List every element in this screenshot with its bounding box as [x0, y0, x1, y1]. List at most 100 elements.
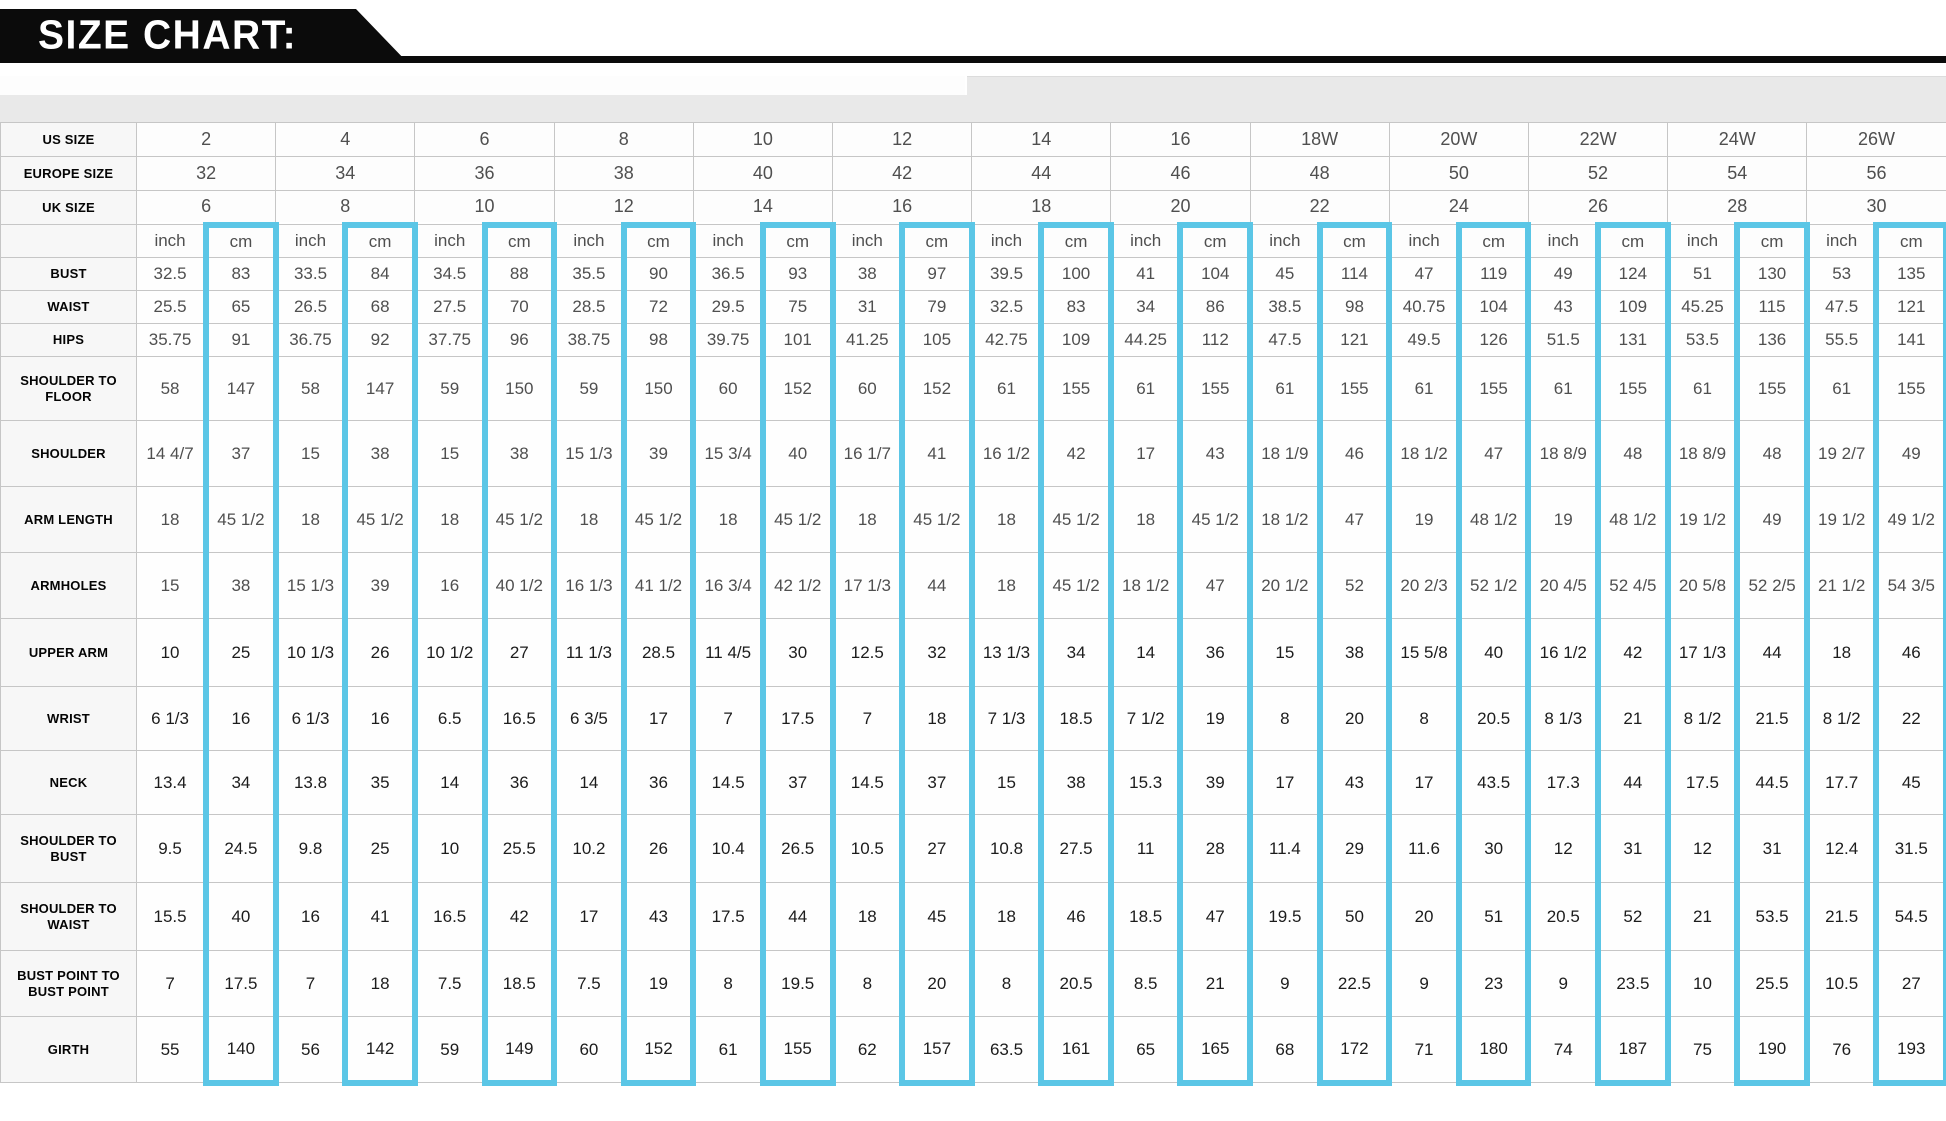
measure-cell-cm: 43.5	[1455, 750, 1532, 815]
measure-cell-inch: 39.5	[971, 257, 1042, 291]
measure-cell-cm: 45	[1873, 750, 1946, 815]
measure-cell-cm: 86	[1177, 290, 1254, 324]
measure-cell-cm: 21	[1595, 686, 1671, 751]
size-cell: 56	[1806, 156, 1946, 191]
measure-cell-cm: 155	[1038, 356, 1114, 421]
measure-cell-cm: 142	[342, 1016, 418, 1086]
measure-cell-inch: 17 1/3	[832, 552, 903, 619]
measure-cell-inch: 17.3	[1527, 750, 1599, 815]
measure-cell-inch: 21 1/2	[1806, 552, 1877, 619]
measure-cell-inch: 75	[1667, 1016, 1738, 1083]
measure-cell-inch: 45	[1249, 257, 1321, 291]
measure-cell-inch: 18	[971, 486, 1042, 553]
measure-cell-cm: 25.5	[481, 814, 558, 883]
measure-cell-inch: 10	[414, 814, 485, 883]
measure-cell-cm: 20.5	[1455, 686, 1532, 751]
measure-cell-inch: 6.5	[414, 686, 485, 751]
measure-cell-cm: 27.5	[1038, 814, 1114, 883]
unit-cell-inch: inch	[832, 224, 903, 258]
measure-cell-cm: 104	[1455, 290, 1532, 324]
measure-cell-inch: 47.5	[1249, 323, 1321, 357]
measure-cell-cm: 46	[1873, 618, 1946, 687]
measure-cell-cm: 45 1/2	[1038, 552, 1114, 619]
measure-row-upper-arm: UPPER ARM 10 25 10 1/3 26 10 1/2 27 11 1/3 28.5 1…	[0, 618, 1946, 687]
measure-cell-cm: 20	[899, 950, 975, 1017]
unit-cell-cm: cm	[1873, 221, 1946, 258]
measure-cell-cm: 27	[481, 618, 558, 687]
size-cell: 10	[414, 190, 555, 225]
measure-cell-inch: 36.5	[692, 257, 764, 291]
measure-cell-cm: 42	[1038, 420, 1114, 487]
size-row: EUROPE SIZE 32 34 36 38 40 42 44 46 48 50 52 54 56	[0, 156, 1946, 191]
measure-cell-cm: 18	[342, 950, 418, 1017]
measure-cell-cm: 22.5	[1316, 950, 1393, 1017]
measure-cell-cm: 48	[1595, 420, 1671, 487]
measure-row-neck: NECK 13.4 34 13.8 35 14 36 14 36 14.5 37 14.5 37 15 38…	[0, 750, 1946, 815]
size-cell: 48	[1249, 156, 1390, 191]
measure-cell-inch: 15 1/3	[553, 420, 625, 487]
measure-cell-inch: 8	[1388, 686, 1460, 751]
row-label-europe-size: EUROPE SIZE	[0, 156, 137, 191]
measure-cell-cm: 96	[481, 323, 558, 357]
size-cell: 32	[135, 156, 277, 191]
size-cell: 8	[275, 190, 416, 225]
unit-cell-cm: cm	[1316, 221, 1393, 258]
measure-cell-cm: 53.5	[1734, 882, 1810, 951]
measure-cell-inch: 8 1/2	[1806, 686, 1877, 751]
measure-cell-cm: 49 1/2	[1873, 486, 1946, 553]
size-cell: 24	[1388, 190, 1529, 225]
measure-cell-cm: 130	[1734, 257, 1810, 291]
measure-cell-inch: 10.8	[971, 814, 1042, 883]
size-cell: 14	[692, 190, 834, 225]
measure-cell-inch: 9	[1388, 950, 1460, 1017]
measure-cell-inch: 39.75	[692, 323, 764, 357]
measure-cell-cm: 83	[203, 257, 279, 291]
measure-cell-cm: 42 1/2	[759, 552, 836, 619]
size-cell: 26	[1527, 190, 1669, 225]
measure-cell-cm: 25	[342, 814, 418, 883]
measure-cell-inch: 18 1/9	[1249, 420, 1321, 487]
measure-cell-cm: 68	[342, 290, 418, 324]
size-cell: 20W	[1388, 122, 1529, 157]
measure-cell-inch: 16 1/2	[971, 420, 1042, 487]
measure-row-waist: WAIST 25.5 65 26.5 68 27.5 70 28.5 72 29.5 75 31 79 3…	[0, 290, 1946, 324]
measure-cell-cm: 155	[759, 1016, 836, 1086]
size-cell: 22W	[1527, 122, 1669, 157]
measure-cell-inch: 12	[1667, 814, 1738, 883]
measure-cell-cm: 37	[899, 750, 975, 815]
unit-cell-cm: cm	[1455, 221, 1532, 258]
size-cell: 16	[1110, 122, 1251, 157]
measure-cell-inch: 31	[832, 290, 903, 324]
measure-cell-inch: 61	[1667, 356, 1738, 421]
measure-cell-cm: 141	[1873, 323, 1946, 357]
measure-cell-cm: 193	[1873, 1016, 1946, 1086]
row-label-bust-point-to-bust-point: BUST POINT TO BUST POINT	[0, 950, 137, 1017]
measure-cell-cm: 152	[899, 356, 975, 421]
measure-cell-cm: 41	[899, 420, 975, 487]
measure-cell-cm: 23.5	[1595, 950, 1671, 1017]
measure-cell-inch: 13.8	[275, 750, 346, 815]
measure-cell-inch: 61	[1806, 356, 1877, 421]
measure-cell-cm: 155	[1455, 356, 1532, 421]
measure-cell-inch: 12	[1527, 814, 1599, 883]
measure-cell-inch: 59	[553, 356, 625, 421]
page-title: SIZE CHART:	[38, 13, 298, 58]
measure-cell-inch: 14	[1110, 618, 1181, 687]
measure-cell-inch: 61	[1110, 356, 1181, 421]
measure-cell-inch: 58	[275, 356, 346, 421]
size-cell: 46	[1110, 156, 1251, 191]
measure-cell-inch: 11 1/3	[553, 618, 625, 687]
measure-cell-cm: 43	[620, 882, 697, 951]
measure-cell-cm: 36	[620, 750, 697, 815]
size-cell: 22	[1249, 190, 1390, 225]
measure-cell-cm: 119	[1455, 257, 1532, 291]
measure-row-girth: GIRTH 55 140 56 142 59 149 60 152 61 155 62 157 63.5 1…	[0, 1016, 1946, 1086]
measure-cell-inch: 15	[136, 552, 207, 619]
unit-cell-cm: cm	[1038, 221, 1114, 258]
measure-cell-cm: 48	[1734, 420, 1810, 487]
measure-cell-inch: 7	[275, 950, 346, 1017]
measure-cell-cm: 52	[1316, 552, 1393, 619]
measure-cell-cm: 45 1/2	[203, 486, 279, 553]
measure-cell-inch: 11 4/5	[692, 618, 764, 687]
measure-cell-inch: 41	[1110, 257, 1181, 291]
